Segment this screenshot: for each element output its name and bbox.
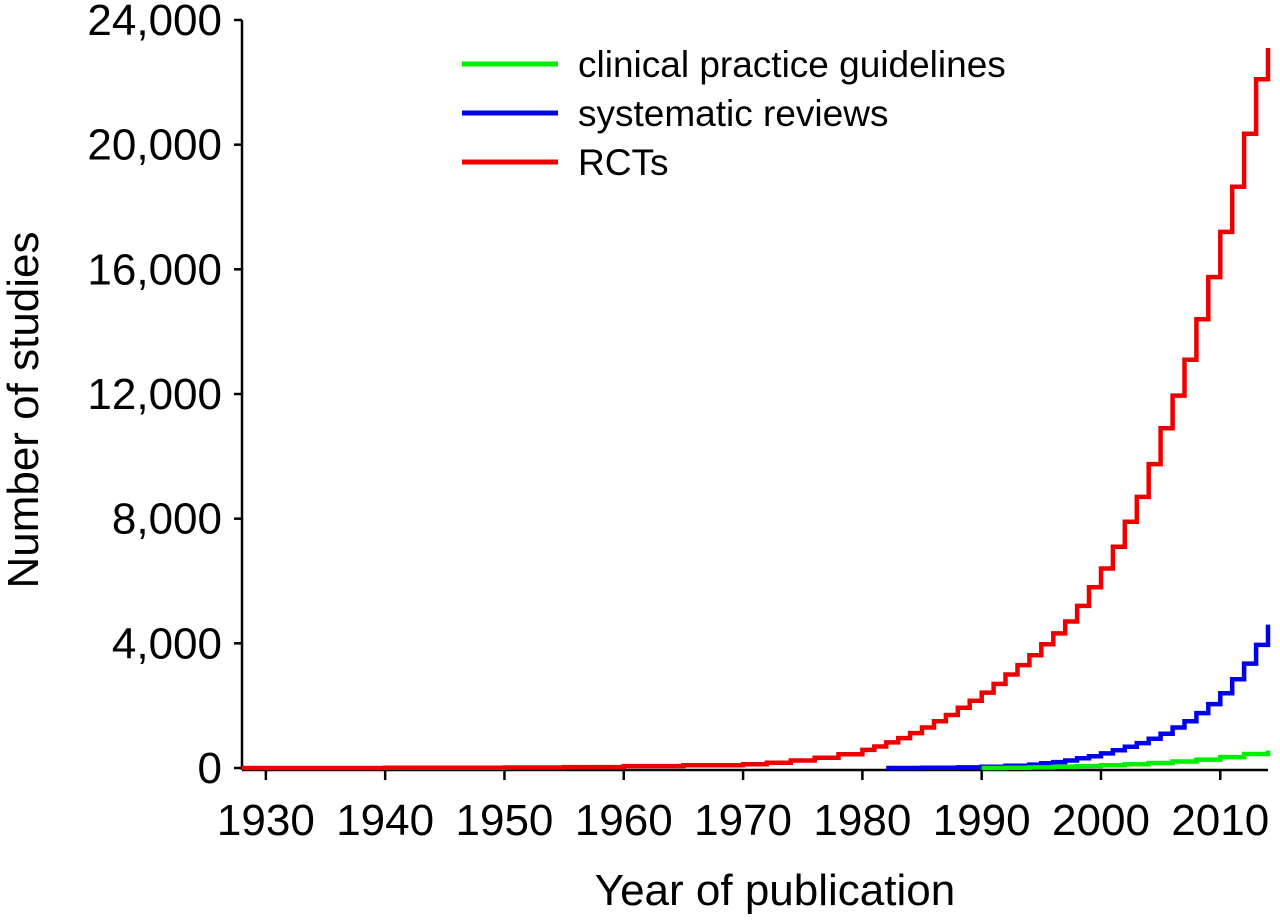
y-tick-label: 8,000 [112, 495, 222, 544]
legend-label: RCTs [578, 142, 668, 183]
x-tick-label: 1990 [933, 796, 1031, 845]
legend-label: systematic reviews [578, 93, 888, 134]
legend: clinical practice guidelines systematic r… [462, 44, 1006, 183]
series-line-systematic-reviews [886, 624, 1271, 771]
x-tick-label: 1970 [694, 796, 792, 845]
y-tick-label: 12,000 [87, 370, 222, 419]
x-tick-label: 2000 [1052, 796, 1150, 845]
y-tick-label: 16,000 [87, 245, 222, 294]
x-tick-label: 1950 [456, 796, 554, 845]
y-axis-title: Number of studies [0, 231, 48, 588]
y-tick-label: 24,000 [87, 0, 222, 45]
x-tick-label: 1980 [813, 796, 911, 845]
y-tick-label: 0 [198, 744, 222, 793]
series-line-clinical-practice-guidelines [981, 750, 1271, 771]
series-line-rcts [242, 48, 1271, 771]
x-axis-title: Year of publication [595, 866, 955, 915]
x-tick-label: 1940 [336, 796, 434, 845]
y-tick-label: 20,000 [87, 121, 222, 170]
y-tick-label: 4,000 [112, 619, 222, 668]
x-tick-label: 2010 [1171, 796, 1269, 845]
axes: 0 4,000 8,000 12,000 16,000 20,000 24,000 1930 1… [87, 0, 1269, 845]
series-layer [242, 48, 1271, 771]
legend-label: clinical practice guidelines [578, 44, 1006, 85]
x-tick-label: 1930 [217, 796, 315, 845]
x-tick-label: 1960 [575, 796, 673, 845]
